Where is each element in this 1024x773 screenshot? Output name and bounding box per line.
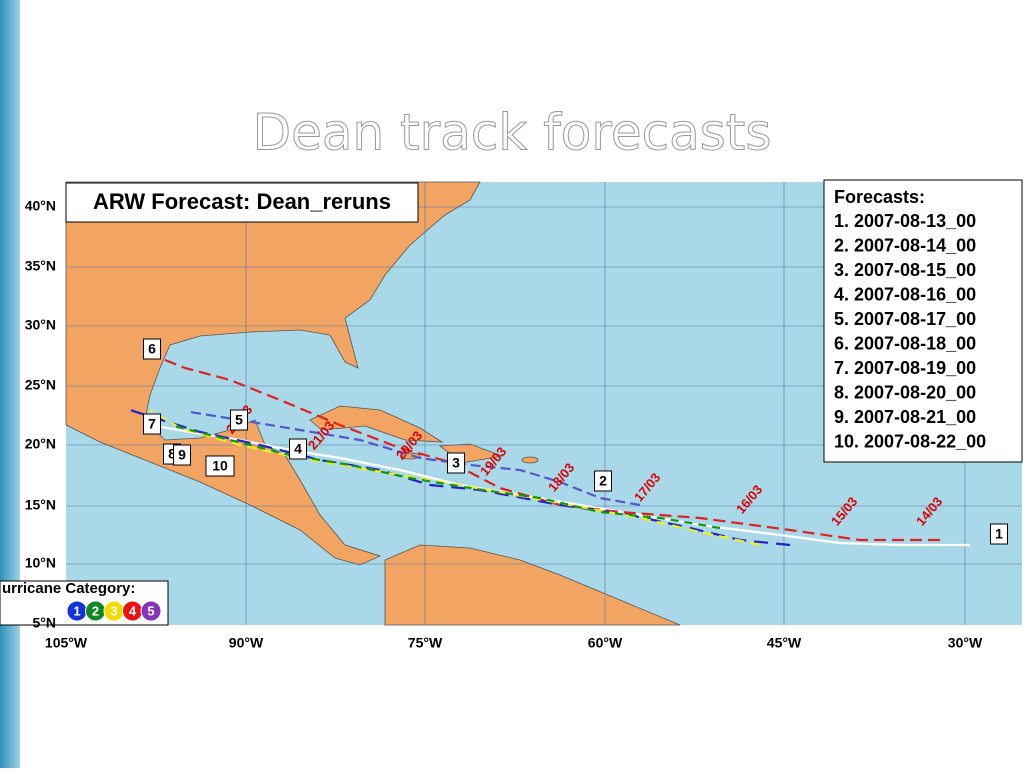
map-title: ARW Forecast: Dean_reruns	[93, 189, 391, 214]
track-marker: 7	[148, 416, 156, 432]
lat-label: 5°N	[33, 615, 57, 631]
forecast-legend-item: 3. 2007-08-15_00	[834, 260, 976, 280]
category-level: 5	[147, 603, 154, 618]
forecast-legend-item: 2. 2007-08-14_00	[834, 235, 976, 255]
track-marker: 9	[178, 447, 186, 463]
forecast-legend-items: 1. 2007-08-13_00 2. 2007-08-14_00 3. 2007-…	[834, 211, 986, 452]
lat-label: 20°N	[25, 436, 56, 452]
track-marker-box	[289, 438, 307, 460]
forecast-legend-item: 10. 2007-08-22_00	[834, 431, 986, 451]
track-markers: 1 2 3 4 5 6 78 9 10	[143, 338, 1008, 545]
category-level: 2	[92, 603, 99, 618]
side-strip	[0, 0, 20, 768]
category-level: 3	[110, 603, 117, 618]
track-marker-box	[230, 409, 248, 431]
forecast-legend-item: 5. 2007-08-17_00	[834, 309, 976, 329]
lat-label: 25°N	[25, 377, 56, 393]
track-marker: 10	[212, 458, 228, 474]
track-marker-box	[143, 338, 161, 360]
forecast-legend-item: 8. 2007-08-20_00	[834, 382, 976, 402]
forecast-legend-title: Forecasts:	[834, 187, 925, 207]
forecast-legend-item: 7. 2007-08-19_00	[834, 358, 976, 378]
forecast-legend-box	[823, 179, 1023, 463]
lat-label: 10°N	[25, 555, 56, 571]
lon-label: 105°W	[45, 635, 88, 651]
forecast-legend-item: 6. 2007-08-18_00	[834, 333, 976, 353]
lat-labels: 40°N 35°N 30°N 25°N 20°N 15°N 10°N 5°N	[25, 198, 56, 631]
track-marker-box	[205, 455, 235, 477]
track-marker: 5	[235, 412, 243, 428]
category-legend-title: urricane Category:	[2, 580, 135, 597]
lon-label: 75°W	[408, 635, 443, 651]
track-marker: 8	[168, 446, 176, 462]
category-circle	[140, 600, 162, 622]
slide-title: Dean track forecasts	[253, 104, 772, 162]
lat-label: 35°N	[25, 258, 56, 274]
map-title-box	[65, 182, 419, 223]
track-marker-box	[447, 452, 465, 474]
tracks	[129, 358, 970, 547]
track-marker-box	[594, 470, 612, 492]
lon-labels: 105°W 90°W 75°W 60°W 45°W 30°W	[45, 635, 983, 651]
forecast-legend-item: 4. 2007-08-16_00	[834, 284, 976, 304]
track-marker-box	[143, 413, 161, 435]
lat-label: 15°N	[25, 497, 56, 513]
track-marker: 1	[995, 526, 1003, 542]
land	[65, 181, 681, 626]
category-level: 4	[129, 603, 137, 618]
category-level: 1	[73, 603, 80, 618]
lon-label: 90°W	[229, 635, 264, 651]
map: ARW Forecast: Dean_reruns 14/0315/0316/0…	[0, 179, 1023, 626]
lon-label: 30°W	[948, 635, 983, 651]
track-marker: 4	[294, 441, 302, 457]
track-marker: 6	[148, 341, 156, 357]
track-marker: 3	[452, 455, 460, 471]
lat-label: 40°N	[25, 198, 56, 214]
track-marker-box	[990, 523, 1008, 545]
track-marker-box	[173, 444, 191, 466]
track-marker: 2	[599, 473, 607, 489]
forecast-legend-item: 1. 2007-08-13_00	[834, 211, 976, 231]
lat-label: 30°N	[25, 317, 56, 333]
lon-label: 45°W	[767, 635, 802, 651]
forecast-legend-item: 9. 2007-08-21_00	[834, 407, 976, 427]
lon-label: 60°W	[588, 635, 623, 651]
